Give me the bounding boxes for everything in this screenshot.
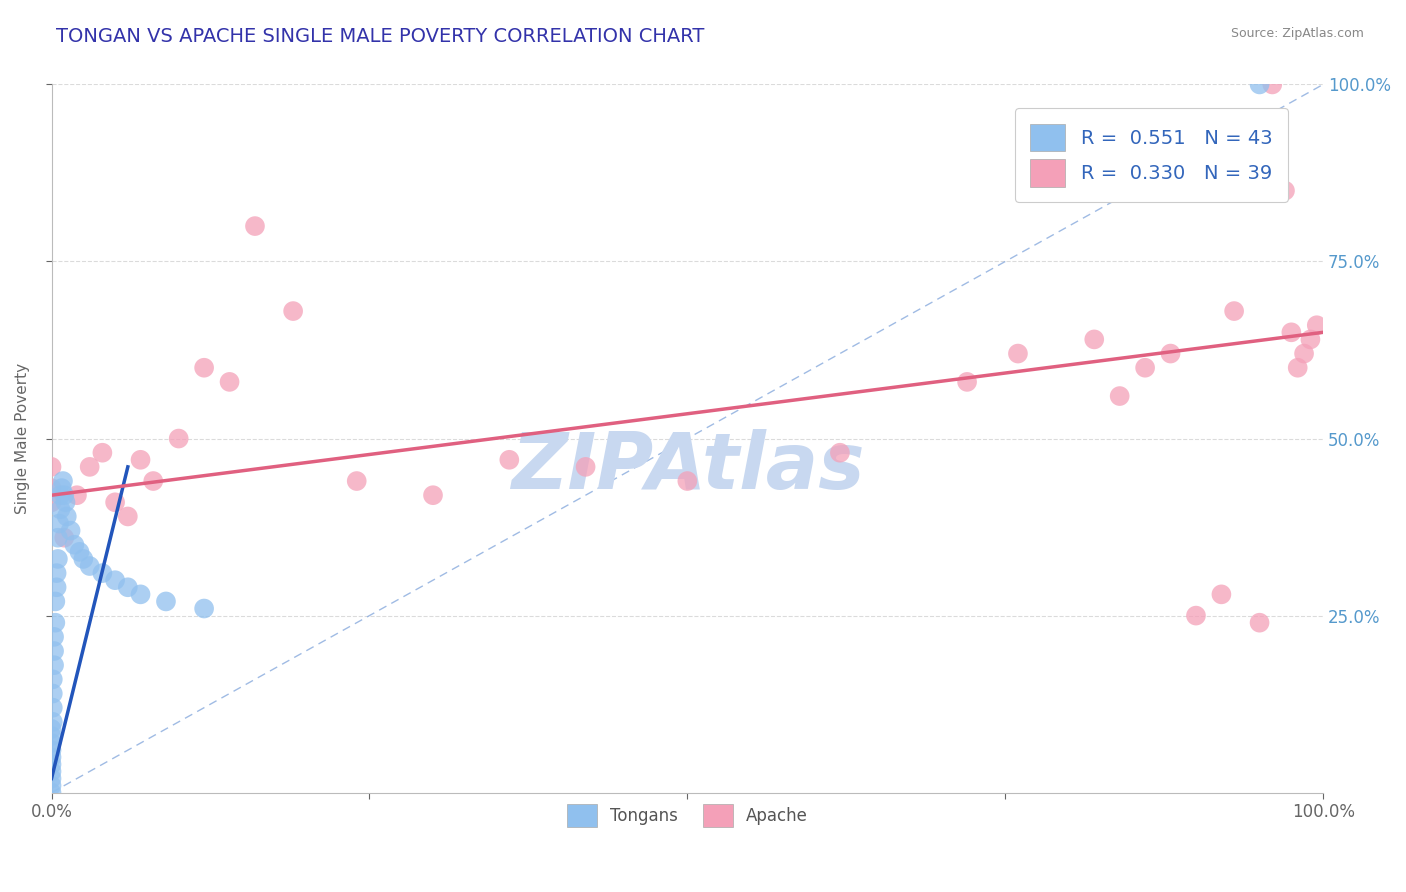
Point xyxy=(142,474,165,488)
Point xyxy=(79,459,101,474)
Point xyxy=(422,488,444,502)
Point xyxy=(41,764,63,779)
Point xyxy=(49,488,72,502)
Point xyxy=(44,615,66,630)
Point xyxy=(44,594,66,608)
Point xyxy=(346,474,368,488)
Point xyxy=(676,474,699,488)
Point xyxy=(155,594,177,608)
Point xyxy=(51,481,73,495)
Point xyxy=(45,580,67,594)
Point xyxy=(72,552,94,566)
Point xyxy=(41,757,63,772)
Y-axis label: Single Male Poverty: Single Male Poverty xyxy=(15,363,30,514)
Text: ZIPAtlas: ZIPAtlas xyxy=(510,429,865,505)
Point xyxy=(79,559,101,574)
Point xyxy=(1299,332,1322,346)
Point xyxy=(243,219,266,233)
Legend: Tongans, Apache: Tongans, Apache xyxy=(560,797,814,834)
Point xyxy=(48,516,70,531)
Point xyxy=(42,700,65,714)
Point xyxy=(218,375,240,389)
Point xyxy=(46,552,69,566)
Point xyxy=(1292,346,1315,360)
Point xyxy=(1306,318,1329,333)
Point xyxy=(1160,346,1182,360)
Point xyxy=(55,495,77,509)
Point xyxy=(167,432,190,446)
Point xyxy=(1083,332,1105,346)
Point xyxy=(41,750,63,764)
Point xyxy=(117,509,139,524)
Point xyxy=(53,531,76,545)
Point xyxy=(1249,78,1271,92)
Point xyxy=(63,538,86,552)
Point xyxy=(1007,346,1029,360)
Point xyxy=(66,488,89,502)
Point xyxy=(46,531,69,545)
Point xyxy=(956,375,979,389)
Point xyxy=(117,580,139,594)
Point xyxy=(49,502,72,516)
Point xyxy=(129,452,152,467)
Point xyxy=(41,459,63,474)
Point xyxy=(1108,389,1130,403)
Text: TONGAN VS APACHE SINGLE MALE POVERTY CORRELATION CHART: TONGAN VS APACHE SINGLE MALE POVERTY COR… xyxy=(56,27,704,45)
Point xyxy=(59,524,82,538)
Point xyxy=(1261,78,1284,92)
Point xyxy=(41,722,63,736)
Point xyxy=(1211,587,1233,601)
Point xyxy=(575,459,598,474)
Point xyxy=(41,495,63,509)
Point xyxy=(41,729,63,743)
Point xyxy=(41,743,63,757)
Point xyxy=(1133,360,1156,375)
Point xyxy=(1279,326,1302,340)
Point xyxy=(42,658,65,673)
Point xyxy=(42,686,65,700)
Point xyxy=(69,545,91,559)
Point xyxy=(193,601,215,615)
Point xyxy=(42,673,65,687)
Point xyxy=(91,446,114,460)
Point xyxy=(1274,184,1296,198)
Point xyxy=(41,786,63,800)
Point xyxy=(129,587,152,601)
Point xyxy=(104,573,127,587)
Point xyxy=(53,488,76,502)
Point xyxy=(41,779,63,793)
Point xyxy=(498,452,520,467)
Point xyxy=(41,481,63,495)
Point xyxy=(104,495,127,509)
Point xyxy=(1286,360,1309,375)
Point xyxy=(56,509,79,524)
Point xyxy=(45,566,67,580)
Point xyxy=(828,446,851,460)
Point xyxy=(42,644,65,658)
Point xyxy=(41,772,63,786)
Point xyxy=(41,736,63,750)
Point xyxy=(193,360,215,375)
Text: Source: ZipAtlas.com: Source: ZipAtlas.com xyxy=(1230,27,1364,40)
Point xyxy=(281,304,304,318)
Point xyxy=(42,714,65,729)
Point xyxy=(1185,608,1208,623)
Point xyxy=(91,566,114,580)
Point xyxy=(52,474,75,488)
Point xyxy=(1223,304,1246,318)
Point xyxy=(1249,615,1271,630)
Point xyxy=(42,630,65,644)
